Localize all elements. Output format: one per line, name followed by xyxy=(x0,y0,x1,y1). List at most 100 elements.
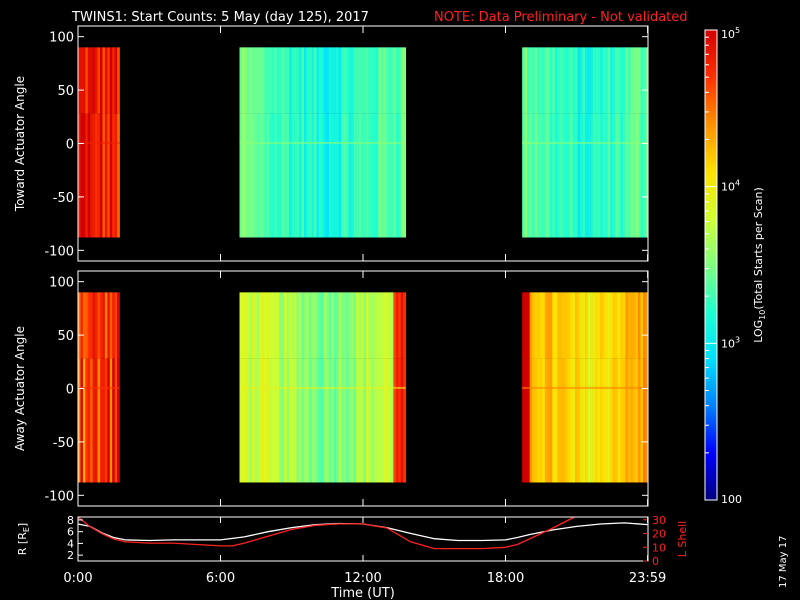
away-heat-cell xyxy=(577,292,581,359)
away-heat-cell xyxy=(284,292,287,359)
away-heat-cell xyxy=(308,292,312,359)
away-data-block xyxy=(78,292,120,483)
away-heat-cell xyxy=(294,358,297,483)
away-data-block xyxy=(239,292,407,483)
toward-heat-cell xyxy=(338,47,342,114)
toward-heat-cell xyxy=(400,113,404,238)
away-heat-cell xyxy=(311,358,315,483)
away-heat-cell xyxy=(615,292,619,359)
away-heat-cell xyxy=(592,358,596,483)
toward-heat-cell xyxy=(585,47,588,114)
away-heat-cell xyxy=(80,358,84,483)
away-heat-cell xyxy=(587,358,591,483)
away-heat-cell xyxy=(585,358,588,483)
colorbar-tick-exp: 4 xyxy=(735,179,740,188)
toward-heat-cell xyxy=(554,47,558,114)
toward-heat-cell xyxy=(331,47,335,114)
toward-heat-cell xyxy=(620,113,624,238)
toward-heat-cell xyxy=(356,47,359,114)
away-heat-cell xyxy=(610,292,614,359)
away-heat-cell xyxy=(102,358,106,483)
away-heat-cell xyxy=(336,358,340,483)
away-heat-cell xyxy=(269,292,273,359)
preliminary-note: NOTE: Data Preliminary - Not validated xyxy=(434,10,688,25)
toward-heat-cell xyxy=(251,113,255,238)
away-heat-cell xyxy=(341,358,345,483)
toward-heat-cell xyxy=(554,113,558,238)
toward-heat-cell xyxy=(271,47,275,114)
away-heat-cell xyxy=(95,292,98,359)
toward-heat-cell xyxy=(380,47,384,114)
away-heat-cell xyxy=(92,292,96,359)
toward-heat-cell xyxy=(256,113,260,238)
toward-heat-cell xyxy=(274,47,278,114)
orbit-xtick-label: 12:00 xyxy=(344,571,381,586)
away-heat-cell xyxy=(326,292,330,359)
toward-heat-cell xyxy=(244,113,248,238)
away-heat-cell xyxy=(107,358,111,483)
away-heat-cell xyxy=(398,358,402,483)
toward-heat-cell xyxy=(269,47,273,114)
away-heat-cell xyxy=(625,292,629,359)
toward-heat-cell xyxy=(625,113,629,238)
away-heat-cell xyxy=(403,292,407,359)
away-heat-cell xyxy=(393,358,397,483)
away-heat-cell xyxy=(244,292,248,359)
away-heat-cell xyxy=(97,358,101,483)
away-heat-cell xyxy=(534,292,538,359)
toward-heat-cell xyxy=(85,47,89,114)
toward-heat-cell xyxy=(559,47,563,114)
orbit-y2label: L Shell xyxy=(676,521,689,557)
toward-heat-cell xyxy=(353,47,357,114)
away-heat-cell xyxy=(313,292,317,359)
away-heat-cell xyxy=(104,292,108,359)
toward-heat-cell xyxy=(336,47,340,114)
toward-heat-cell xyxy=(239,113,243,238)
away-heat-cell xyxy=(400,358,404,483)
toward-heat-cell xyxy=(256,47,260,114)
away-heat-cell xyxy=(380,292,384,359)
away-heat-cell xyxy=(557,292,561,359)
away-heat-cell xyxy=(582,358,586,483)
orbit-ytick-label: 2 xyxy=(67,549,74,562)
toward-heat-cell xyxy=(537,47,541,114)
away-heat-cell xyxy=(622,358,626,483)
away-heat-cell xyxy=(527,292,530,359)
toward-heat-cell xyxy=(602,113,606,238)
away-ytick-label: 0 xyxy=(66,383,74,398)
toward-heat-cell xyxy=(393,47,397,114)
away-heat-cell xyxy=(577,358,581,483)
toward-heat-cell xyxy=(249,113,253,238)
toward-heat-cell xyxy=(82,113,86,238)
away-heat-cell xyxy=(351,292,354,359)
colorbar-gradient xyxy=(705,30,717,500)
toward-heat-cell xyxy=(82,47,86,114)
away-heat-cell xyxy=(527,358,530,483)
toward-heat-cell xyxy=(368,47,372,114)
toward-heat-cell xyxy=(80,113,84,238)
toward-heat-cell xyxy=(383,113,387,238)
away-heat-cell xyxy=(291,292,295,359)
away-heat-cell xyxy=(537,358,541,483)
away-heat-cell xyxy=(109,292,113,359)
away-heat-cell xyxy=(383,358,387,483)
away-heat-cell xyxy=(542,292,546,359)
away-heat-cell xyxy=(328,358,332,483)
toward-heat-cell xyxy=(321,113,325,238)
away-heat-cell xyxy=(612,358,616,483)
toward-heat-cell xyxy=(562,113,566,238)
toward-heat-cell xyxy=(291,47,295,114)
toward-heat-cell xyxy=(291,113,295,238)
away-heat-cell xyxy=(363,358,367,483)
away-heat-cell xyxy=(635,358,639,483)
away-heat-cell xyxy=(112,358,115,483)
away-heat-cell xyxy=(617,292,621,359)
away-heat-cell xyxy=(353,358,357,483)
toward-heat-cell xyxy=(542,113,546,238)
toward-heat-cell xyxy=(602,47,606,114)
toward-heat-cell xyxy=(100,47,103,114)
toward-zero-band xyxy=(239,141,406,144)
away-heat-cell xyxy=(241,292,245,359)
away-heat-cell xyxy=(524,292,528,359)
toward-heat-cell xyxy=(524,113,528,238)
